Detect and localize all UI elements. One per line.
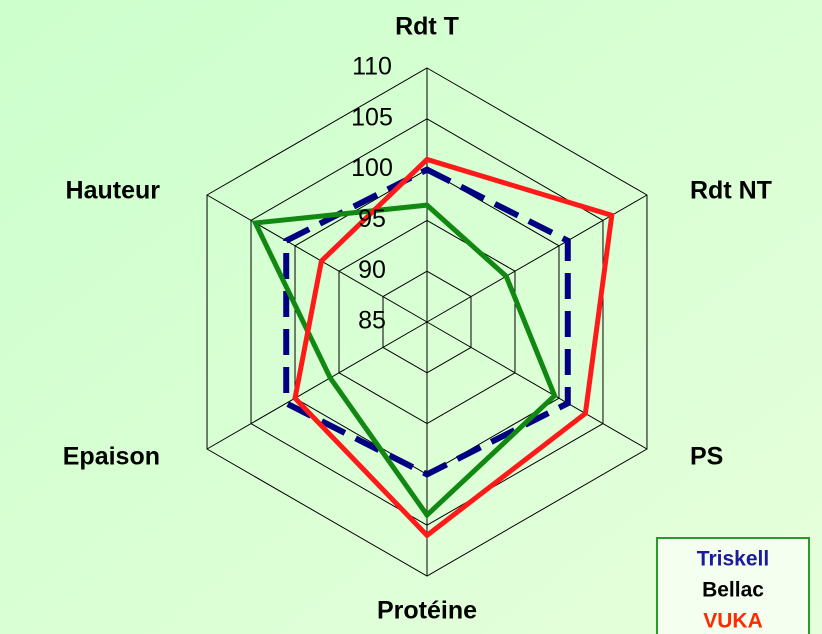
tick-label: 105 (351, 103, 393, 131)
legend-entry: VUKA (703, 610, 763, 633)
category-label: Hauteur (66, 177, 161, 205)
series-line (292, 156, 615, 539)
series-line (283, 166, 571, 478)
category-label: PS (690, 443, 723, 471)
tick-label: 110 (352, 53, 392, 81)
tick-label: 95 (358, 205, 386, 233)
axis-spoke (206, 321, 428, 450)
legend-entry: Triskell (697, 548, 769, 571)
legend-entry: Bellac (702, 579, 764, 602)
tick-label: 90 (358, 256, 386, 284)
tick-label: 85 (358, 307, 386, 335)
category-label: Protéine (377, 597, 477, 625)
series-line (251, 202, 558, 519)
category-label: Rdt NT (690, 177, 772, 205)
axis-spoke (426, 321, 648, 450)
category-label: Rdt T (395, 13, 459, 41)
category-label: Epaison (63, 443, 160, 471)
tick-label: 100 (351, 154, 393, 182)
axis-spoke (206, 194, 428, 323)
legend-box (656, 537, 810, 634)
